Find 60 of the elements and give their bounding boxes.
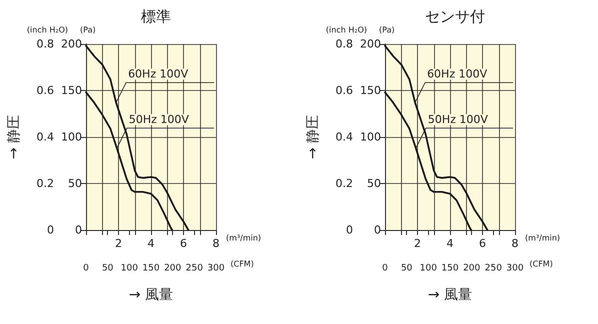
series-label: 60Hz 100V	[427, 68, 488, 81]
y2-tick-label: 0.4	[36, 130, 54, 144]
y-axis-title: (Pa)	[80, 26, 96, 34]
y2-tick-label: 0.6	[336, 84, 353, 97]
chart-title: 標準	[141, 8, 171, 26]
x-tick-label: 6	[479, 237, 486, 250]
x2-tick-label: 100	[420, 264, 438, 274]
chart-title: センサ付	[425, 8, 485, 26]
x2-tick-label: 0	[382, 264, 388, 274]
x-axis-title: (m³/min)	[525, 234, 560, 242]
y-axis-title: (Pa)	[379, 26, 395, 34]
y2-tick-label: 0.4	[336, 130, 353, 144]
y-tick-label: 50	[68, 177, 82, 190]
x2-tick-label: 250	[186, 264, 204, 274]
y-tick-label: 100	[61, 130, 82, 144]
x2-tick-label: 300	[207, 264, 225, 274]
y2-tick-label: 0	[47, 224, 54, 236]
x2-tick-label: 300	[506, 264, 524, 274]
y-tick-label: 200	[360, 38, 381, 50]
x2-tick-label: 100	[120, 264, 138, 274]
y2-axis-title: (inch H₂O)	[326, 26, 367, 34]
x2-tick-label: 0	[83, 264, 90, 274]
x-tick-label: 8	[512, 237, 518, 250]
y-tick-label: 50	[367, 177, 381, 190]
x2-tick-label: 250	[484, 264, 502, 274]
y2-tick-label: 0.6	[36, 84, 54, 97]
x2-axis-title: (CFM)	[529, 260, 553, 268]
y-tick-label: 150	[61, 84, 82, 97]
series-label: 60Hz 100V	[128, 68, 189, 81]
y2-tick-label: 0.2	[336, 177, 353, 190]
y2-tick-label: 0.8	[36, 38, 54, 50]
y-tick-label: 0	[75, 224, 82, 236]
text: → 静圧	[6, 114, 22, 160]
x-tick-label: 6	[180, 237, 187, 250]
y-tick-label: 150	[360, 84, 381, 97]
x2-tick-label: 150	[142, 264, 160, 274]
y2-tick-label: 0.8	[336, 38, 353, 50]
x-tick-label: 8	[212, 237, 220, 250]
y-tick-label: 100	[360, 130, 381, 144]
series-label: 50Hz 100V	[128, 113, 190, 126]
y-tick-label: 200	[61, 38, 82, 50]
text: → 静圧	[305, 114, 321, 160]
y2-axis-title: (inch H₂O)	[26, 26, 68, 34]
x-tick-label: 2	[115, 237, 122, 250]
x-tick-label: 4	[446, 237, 454, 250]
series-label: 50Hz 100V	[428, 113, 488, 126]
x2-tick-label: 150	[441, 264, 459, 274]
x-tick-label: 2	[414, 237, 421, 250]
y-tick-label: 0	[374, 224, 381, 236]
text: → 風量	[128, 287, 174, 303]
y2-tick-label: 0.2	[36, 177, 54, 190]
x-axis-title: (m³/min)	[226, 234, 262, 242]
x2-tick-label: 200	[164, 264, 182, 274]
x2-tick-label: 50	[102, 264, 114, 274]
x2-tick-label: 50	[400, 264, 413, 274]
x2-tick-label: 200	[463, 264, 481, 274]
text: → 風量	[428, 287, 472, 303]
y2-tick-label: 0	[346, 224, 353, 236]
x2-axis-title: (CFM)	[230, 260, 254, 268]
x-tick-label: 4	[148, 237, 154, 250]
